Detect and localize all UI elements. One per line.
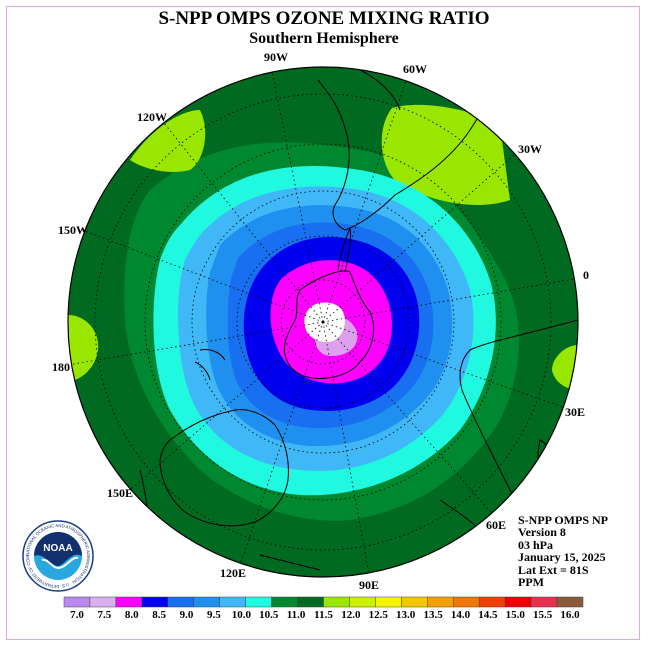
map-boundary bbox=[67, 66, 579, 578]
latitude-circles bbox=[94, 93, 552, 551]
pressure-level-label: 03 hPa bbox=[518, 537, 554, 552]
contour-fill-12-5 bbox=[68, 315, 99, 382]
lon-label-90w: 90W bbox=[264, 50, 288, 64]
lon-label-30w: 30W bbox=[518, 142, 542, 156]
lon-label-120e: 120E bbox=[220, 566, 247, 580]
contour-fill-7 bbox=[304, 302, 345, 342]
contour-fill-12-5 bbox=[130, 110, 206, 172]
info-panel: S-NPP OMPS NP Version 8 03 hPa January 1… bbox=[518, 513, 608, 590]
date-label: January 15, 2025 bbox=[518, 550, 606, 565]
units-label: PPM bbox=[518, 575, 544, 590]
lon-label-180: 180 bbox=[52, 360, 70, 374]
map-subtitle: Southern Hemisphere bbox=[249, 30, 399, 47]
map-title: S-NPP OMPS OZONE MIXING RATIO bbox=[158, 8, 490, 29]
lon-label-120w: 120W bbox=[137, 110, 167, 124]
lon-label-90e: 90E bbox=[359, 578, 380, 592]
lon-label-150w: 150W bbox=[58, 223, 88, 237]
meridian-lines bbox=[68, 67, 578, 577]
instrument-label: S-NPP OMPS NP bbox=[518, 513, 608, 527]
lon-label-60w: 60W bbox=[403, 62, 427, 76]
figure-frame bbox=[6, 6, 640, 640]
lon-label-30e: 30E bbox=[565, 405, 586, 419]
noaa-logo: NOAA NATIONAL OCEANIC AND ATMOSPHERIC AD… bbox=[22, 520, 94, 592]
lon-label-60e: 60E bbox=[486, 518, 507, 532]
lat-extent-label: Lat Ext = 81S bbox=[518, 562, 589, 577]
noaa-logo-text: NOAA bbox=[43, 543, 72, 554]
south-pole-marker bbox=[321, 320, 325, 324]
contour-fill-12-5 bbox=[381, 104, 510, 205]
version-label: Version 8 bbox=[518, 525, 566, 540]
lon-label-150e: 150E bbox=[107, 486, 134, 500]
lon-label-0: 0 bbox=[583, 268, 589, 282]
